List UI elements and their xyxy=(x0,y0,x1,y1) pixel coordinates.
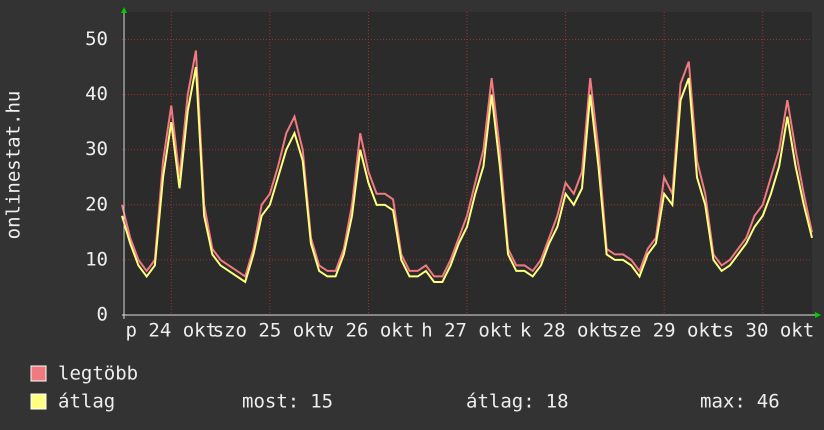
x-tick-label: k 28 okt xyxy=(520,320,612,342)
stat-label: most: xyxy=(242,391,299,413)
series-line xyxy=(121,50,813,279)
y-tick-label: 40 xyxy=(85,83,108,105)
x-tick-label: v 26 okt xyxy=(323,320,415,342)
y-tick-label: 0 xyxy=(97,304,108,326)
stat-value: 46 xyxy=(757,391,780,413)
y-tick-label: 30 xyxy=(85,138,108,160)
legend-swatch xyxy=(30,393,47,410)
y-axis-label: onlinestat.hu xyxy=(3,91,25,240)
legend-swatch xyxy=(30,365,47,382)
x-tick-label: h 27 okt xyxy=(421,320,513,342)
stat-label: átlag: xyxy=(466,391,535,413)
axis-arrow xyxy=(121,7,127,13)
legend-label: legtöbb xyxy=(58,363,138,385)
x-tick-label: p 24 okt xyxy=(126,320,218,342)
x-tick-label: szo 25 okt xyxy=(213,320,327,342)
series-line xyxy=(121,66,813,284)
axis-arrow xyxy=(815,312,821,318)
x-tick-label: sze 29 okt xyxy=(607,320,721,342)
stat-value: 15 xyxy=(310,391,333,413)
stat-value: 18 xyxy=(546,391,569,413)
y-tick-label: 10 xyxy=(85,248,108,270)
x-tick-label: cs 30 okt xyxy=(711,320,814,342)
y-tick-label: 20 xyxy=(85,193,108,215)
y-tick-label: 50 xyxy=(85,28,108,50)
legend-label: átlag xyxy=(58,391,115,413)
stat-label: max: xyxy=(700,391,746,413)
